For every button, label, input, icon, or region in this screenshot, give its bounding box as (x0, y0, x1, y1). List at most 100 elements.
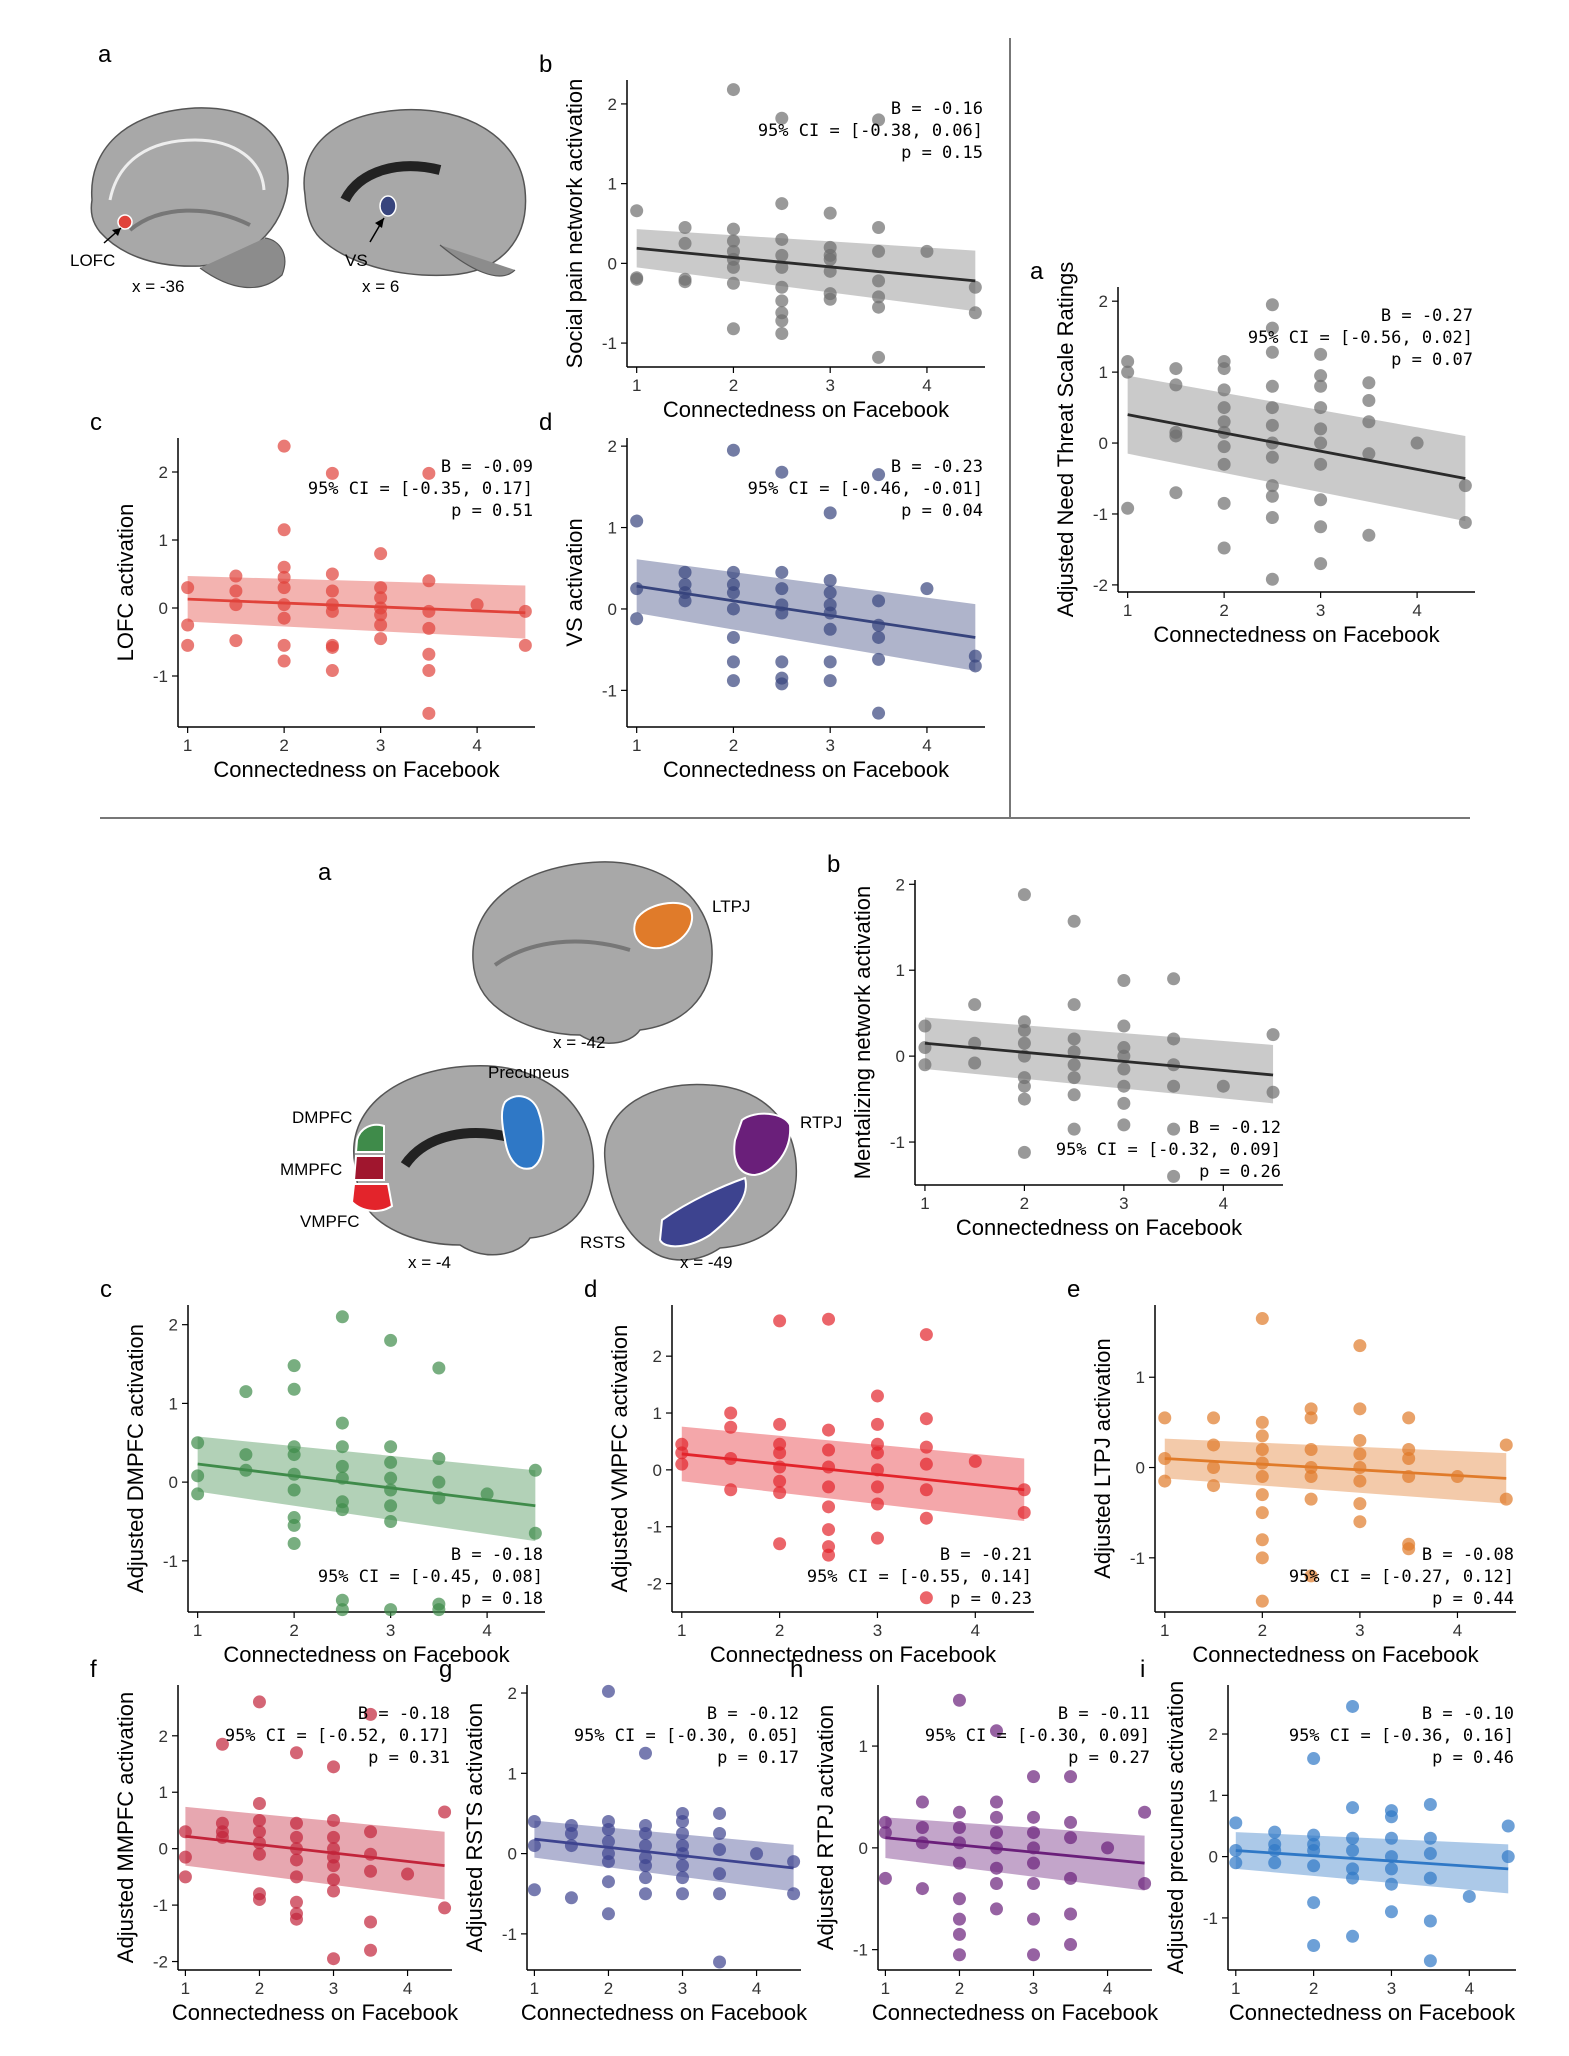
data-point (325, 567, 339, 581)
data-point (1458, 515, 1472, 529)
data-point (726, 222, 740, 236)
data-point (968, 306, 982, 320)
data-point (775, 314, 789, 328)
data-point (277, 654, 291, 668)
data-point (1117, 1079, 1131, 1093)
data-point (920, 244, 934, 258)
data-point (287, 1483, 301, 1497)
y-tick-label: 2 (1099, 292, 1108, 311)
y-tick-label: -2 (647, 1575, 662, 1594)
data-point (775, 655, 789, 669)
chart-bottom_e: e 1 2 3 4 -1 0 1 Connectedness on Facebook Adjust… (1067, 1276, 1516, 1667)
x-tick-label: 2 (955, 1979, 964, 1998)
scatter-charts: b 1 2 3 4 -1 0 1 2 Connectedness on Facebook Socia… (90, 51, 1516, 2025)
vmpfc-roi (350, 1183, 394, 1212)
data-point (1255, 1551, 1269, 1565)
data-point (638, 1746, 652, 1760)
region-label-rtpj: RTPJ (800, 1113, 842, 1132)
data-point (1067, 1071, 1081, 1085)
chart-bottom_h: h 1 2 3 4 -1 0 1 Connectedness on Facebook Adjust… (790, 1656, 1159, 2025)
data-point (1314, 347, 1328, 361)
data-point (178, 1870, 192, 1884)
data-point (289, 1912, 303, 1926)
data-point (872, 290, 886, 304)
stat-line: p = 0.26 (1199, 1162, 1281, 1182)
data-point (1027, 1810, 1041, 1824)
stat-line: B = -0.18 (451, 1545, 543, 1565)
rsts-roi (658, 1176, 747, 1248)
confidence-band (534, 1820, 794, 1892)
data-point (870, 1480, 884, 1494)
data-point (638, 1871, 652, 1885)
brain-image-medial (350, 1065, 595, 1256)
stat-line: B = -0.18 (358, 1704, 450, 1724)
y-tick-label: 2 (159, 463, 168, 482)
stat-line: 95% CI = [-0.32, 0.09] (1056, 1140, 1281, 1160)
x-axis-title: Connectedness on Facebook (1229, 2000, 1516, 2025)
data-point (432, 1603, 446, 1617)
data-point (564, 1891, 578, 1905)
data-point (1501, 1850, 1515, 1864)
x-tick-label: 1 (1123, 601, 1132, 620)
data-point (713, 1843, 727, 1857)
chart-bottom_f: f 1 2 3 4 -2 -1 0 1 2 Connectedness on Facebook Adj… (90, 1656, 459, 2025)
stat-line: 95% CI = [-0.46, -0.01] (748, 479, 983, 499)
data-point (335, 1503, 349, 1517)
x-axis-title: Connectedness on Facebook (1153, 622, 1440, 647)
data-point (823, 655, 837, 669)
data-point (1265, 572, 1279, 586)
data-point (1229, 1816, 1243, 1830)
data-point (422, 574, 436, 588)
x-tick-label: 3 (386, 1621, 395, 1640)
data-point (1217, 457, 1231, 471)
data-point (915, 1836, 929, 1850)
data-point (1255, 1429, 1269, 1443)
data-point (870, 1531, 884, 1545)
stat-line: p = 0.31 (368, 1748, 450, 1768)
data-point (872, 350, 886, 364)
data-point (872, 468, 886, 482)
data-point (422, 706, 436, 720)
data-point (1501, 1819, 1515, 1833)
confidence-band (197, 1436, 536, 1542)
y-tick-label: 2 (159, 1727, 168, 1746)
data-point (178, 1825, 192, 1839)
brain-image-lofc (90, 107, 289, 289)
data-point (1410, 436, 1424, 450)
data-point (1362, 393, 1376, 407)
data-point (724, 1483, 738, 1497)
x-tick-label: 4 (1219, 1194, 1228, 1213)
chart-top_right: a 1 2 3 4 -2 -1 0 1 2 Connectedness on Facebook Adj… (1030, 258, 1475, 647)
data-point (1067, 1032, 1081, 1046)
data-point (1384, 1877, 1398, 1891)
data-point (1362, 376, 1376, 390)
data-point (1423, 1954, 1437, 1968)
data-point (773, 1446, 787, 1460)
data-point (432, 1361, 446, 1375)
data-point (432, 1452, 446, 1465)
data-point (638, 1839, 652, 1853)
data-point (1217, 362, 1231, 376)
data-point (191, 1487, 205, 1501)
data-point (1169, 362, 1183, 376)
data-point (872, 652, 886, 666)
data-point (1384, 1810, 1398, 1824)
data-point (422, 664, 436, 678)
stat-line: 95% CI = [-0.30, 0.05] (574, 1726, 799, 1746)
data-point (1169, 486, 1183, 500)
data-point (364, 1943, 378, 1957)
data-point (229, 584, 243, 598)
y-tick-label: 0 (159, 1840, 168, 1859)
data-point (918, 1019, 932, 1033)
y-axis-title: Adjusted Need Threat Scale Ratings (1053, 262, 1078, 617)
y-tick-label: 0 (896, 1047, 905, 1066)
data-point (1423, 1798, 1437, 1812)
data-point (289, 1830, 303, 1844)
y-tick-label: 1 (169, 1394, 178, 1413)
mmpfc-roi (352, 1155, 385, 1181)
data-point (1121, 365, 1135, 379)
x-tick-label: 2 (1309, 1979, 1318, 1998)
data-point (384, 1455, 398, 1469)
data-point (564, 1827, 578, 1841)
y-tick-label: 2 (169, 1316, 178, 1335)
